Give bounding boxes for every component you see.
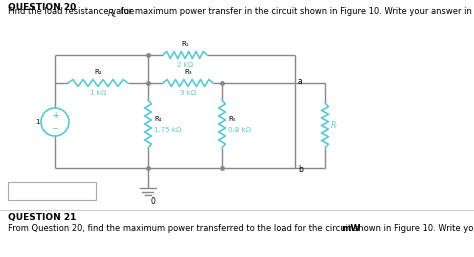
Text: R₁: R₁: [181, 41, 189, 47]
Text: QUESTION 21: QUESTION 21: [8, 213, 76, 222]
Text: R₄: R₄: [154, 116, 162, 122]
Text: +: +: [52, 111, 58, 120]
Text: 1.75 kΩ: 1.75 kΩ: [154, 127, 182, 133]
Text: 3 kΩ: 3 kΩ: [180, 90, 196, 96]
Bar: [8, 182, 96, 200]
Text: R₃: R₃: [184, 69, 192, 75]
Circle shape: [41, 108, 69, 136]
Text: mW: mW: [341, 224, 360, 233]
Text: R₂: R₂: [94, 69, 102, 75]
Text: $R_L$: $R_L$: [107, 7, 118, 20]
Text: 2 kΩ: 2 kΩ: [177, 62, 193, 68]
Text: From Question 20, find the maximum power transferred to the load for the circuit: From Question 20, find the maximum power…: [8, 224, 474, 233]
Text: 12 V: 12 V: [36, 119, 52, 125]
Text: a: a: [298, 77, 303, 86]
Text: Find the load resistance value: Find the load resistance value: [8, 7, 137, 16]
Text: 0.8 kΩ: 0.8 kΩ: [228, 127, 251, 133]
Text: R₅: R₅: [228, 116, 236, 122]
Text: QUESTION 20: QUESTION 20: [8, 3, 76, 12]
Text: for maximum power transfer in the circuit shown in Figure 10. Write your answer : for maximum power transfer in the circui…: [118, 7, 474, 16]
Text: Rₗ: Rₗ: [331, 121, 337, 130]
Text: 1 kΩ: 1 kΩ: [90, 90, 106, 96]
Text: −: −: [52, 124, 58, 133]
Text: b: b: [298, 166, 303, 175]
Text: 0: 0: [151, 197, 156, 207]
